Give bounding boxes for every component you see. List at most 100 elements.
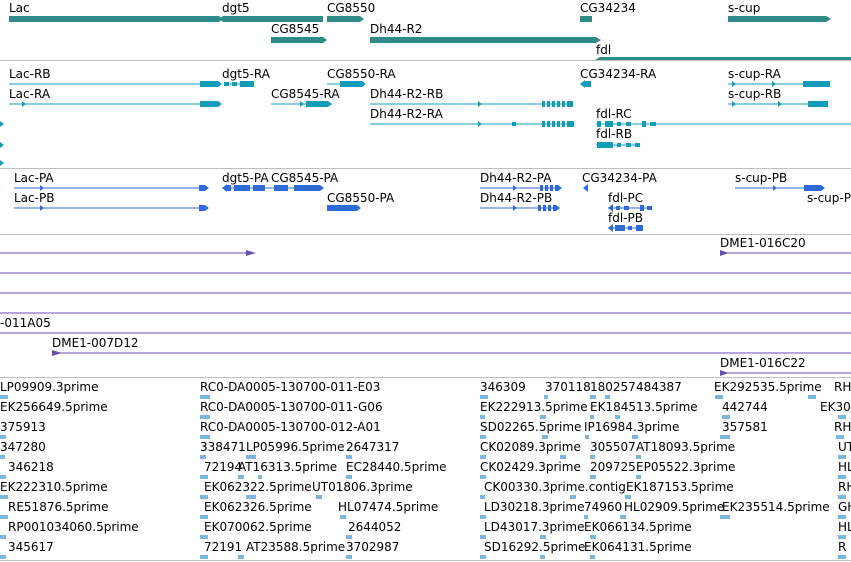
cds[interactable] [773, 185, 777, 191]
est-label[interactable]: EK066134.5prime [584, 520, 692, 534]
transcript-label[interactable]: s-cup-RA [728, 67, 781, 81]
exon[interactable] [478, 101, 482, 107]
est-label[interactable]: 180257 [590, 380, 636, 394]
protein-label[interactable]: s-cup-PB [735, 171, 788, 185]
est-feature[interactable] [540, 535, 546, 539]
cds[interactable] [583, 184, 588, 192]
est-label[interactable]: SD02265.5prime [480, 420, 582, 434]
est-label[interactable]: 338471 [200, 440, 246, 454]
transcript-label[interactable]: CG8550-RA [327, 67, 396, 81]
est-feature[interactable] [540, 415, 546, 419]
cds[interactable] [274, 185, 288, 191]
exon[interactable] [580, 80, 585, 88]
est-label[interactable]: AT18093.5prime [636, 440, 736, 454]
gene-bar[interactable] [323, 37, 327, 43]
est-label[interactable]: RH [834, 380, 851, 394]
est-label[interactable]: EK187153.5prime [626, 480, 734, 494]
est-feature[interactable] [542, 435, 548, 439]
transcript-label[interactable]: Dh44-R2-RB [370, 87, 444, 101]
protein-label[interactable]: fdl-PB [608, 211, 643, 225]
exon[interactable] [478, 121, 482, 127]
cds[interactable] [538, 205, 541, 211]
est-feature[interactable] [200, 555, 208, 559]
est-label[interactable]: HL [838, 460, 851, 474]
transcript-label[interactable]: Lac-RB [9, 67, 51, 81]
protein-label[interactable]: Lac-PB [14, 191, 55, 205]
est-feature[interactable] [620, 515, 626, 519]
clone-label[interactable]: DME1-007D12 [52, 336, 139, 350]
protein-label[interactable]: Dh44-R2-PB [480, 191, 553, 205]
exon[interactable] [340, 81, 362, 87]
gene-label[interactable]: CG8545 [271, 22, 320, 36]
est-feature[interactable] [720, 515, 730, 519]
est-feature[interactable] [836, 435, 844, 439]
cds[interactable] [548, 205, 551, 211]
est-label[interactable]: AT16313.5prime [238, 460, 338, 474]
est-label[interactable]: 346309 [480, 380, 526, 394]
gene-bar[interactable] [223, 16, 323, 22]
est-feature[interactable] [340, 515, 346, 519]
est-feature[interactable] [584, 515, 588, 519]
est-feature[interactable] [238, 475, 244, 479]
gene-bar[interactable] [600, 57, 851, 60]
exon[interactable] [0, 160, 4, 166]
cds[interactable] [558, 185, 562, 191]
exon[interactable] [642, 121, 646, 127]
est-label[interactable]: CK00330.3prime.contig [484, 480, 626, 494]
cds[interactable] [555, 185, 558, 191]
est-label[interactable]: EK222310.5prime [0, 480, 108, 494]
exon[interactable] [542, 121, 545, 127]
cds[interactable] [327, 205, 357, 211]
est-feature[interactable] [346, 455, 352, 459]
est-feature[interactable] [722, 415, 730, 419]
cds[interactable] [205, 205, 209, 211]
cds[interactable] [222, 184, 227, 192]
est-feature[interactable] [480, 415, 485, 419]
exon[interactable] [635, 143, 640, 147]
est-feature[interactable] [480, 395, 488, 399]
exon[interactable] [547, 101, 550, 107]
cds[interactable] [227, 185, 231, 191]
est-feature[interactable] [838, 535, 846, 539]
est-label[interactable]: HL02909.5prime [624, 500, 725, 514]
est-feature[interactable] [838, 455, 846, 459]
est-feature[interactable] [540, 555, 545, 559]
protein-label[interactable]: fdl-PC [608, 191, 644, 205]
exon[interactable] [0, 142, 4, 148]
transcript-label[interactable]: Dh44-R2-RA [370, 107, 443, 121]
est-feature[interactable] [200, 495, 208, 499]
est-feature[interactable] [636, 455, 641, 459]
exon[interactable] [200, 101, 218, 107]
est-feature[interactable] [590, 475, 596, 479]
est-feature[interactable] [808, 395, 816, 399]
cds[interactable] [615, 225, 625, 231]
est-feature[interactable] [585, 435, 589, 439]
est-label[interactable]: RH [834, 420, 851, 434]
est-feature[interactable] [0, 495, 8, 499]
gene-bar[interactable] [595, 57, 600, 60]
est-label[interactable]: 347280 [0, 440, 46, 454]
est-label[interactable]: LP05996.5prime [246, 440, 345, 454]
clone-end[interactable] [720, 250, 729, 256]
est-label[interactable]: CK02429.3prime [480, 460, 581, 474]
gene-bar[interactable] [596, 37, 601, 43]
est-label[interactable]: 2644052 [348, 520, 402, 534]
est-label[interactable]: 346218 [8, 460, 54, 474]
est-label[interactable]: RH [838, 480, 851, 494]
est-label[interactable]: EK235514.5prime [722, 500, 830, 514]
cds[interactable] [608, 224, 613, 232]
gene-bar[interactable] [271, 37, 323, 43]
clone-end[interactable] [52, 350, 62, 356]
est-label[interactable]: AT23588.5prime [246, 540, 346, 554]
est-label[interactable]: RC0-DA0005-130700-011-E03 [200, 380, 381, 394]
est-feature[interactable] [200, 415, 210, 419]
clone-end[interactable] [720, 370, 729, 376]
est-feature[interactable] [605, 395, 610, 399]
est-label[interactable]: EP05522.3prime [636, 460, 736, 474]
est-label[interactable]: IP16984.3prime [584, 420, 680, 434]
est-label[interactable]: EK064131.5prime [584, 540, 692, 554]
est-label[interactable]: EK292535.5prime [714, 380, 822, 394]
exon[interactable] [567, 121, 574, 127]
exon[interactable] [772, 81, 776, 87]
cds[interactable] [199, 205, 205, 211]
